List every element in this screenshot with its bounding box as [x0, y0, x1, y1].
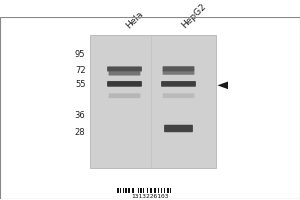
Bar [138, 188, 140, 193]
FancyBboxPatch shape [163, 70, 194, 75]
Bar [147, 188, 148, 193]
Polygon shape [218, 82, 228, 89]
FancyBboxPatch shape [107, 81, 142, 87]
Bar [167, 188, 169, 193]
Bar [117, 188, 119, 193]
FancyBboxPatch shape [161, 81, 196, 87]
Text: 36: 36 [75, 111, 86, 120]
Bar [125, 188, 127, 193]
FancyBboxPatch shape [163, 93, 194, 98]
Bar [128, 188, 130, 193]
Bar [151, 35, 152, 168]
Bar [140, 188, 142, 193]
Bar [154, 188, 156, 193]
Text: 72: 72 [75, 66, 86, 75]
Text: 55: 55 [75, 80, 86, 89]
Bar [164, 188, 165, 193]
FancyBboxPatch shape [164, 125, 193, 132]
Bar [90, 35, 216, 168]
Text: 95: 95 [75, 50, 86, 59]
Text: 28: 28 [75, 128, 86, 137]
Bar [161, 188, 162, 193]
FancyBboxPatch shape [107, 66, 142, 72]
Bar [120, 188, 122, 193]
Text: HepG2: HepG2 [180, 2, 208, 30]
Text: 1313226103: 1313226103 [131, 194, 169, 199]
Bar [132, 188, 134, 193]
FancyBboxPatch shape [109, 71, 140, 76]
Bar [158, 188, 159, 193]
Bar [123, 188, 124, 193]
FancyBboxPatch shape [163, 66, 194, 71]
Bar [143, 188, 144, 193]
FancyBboxPatch shape [109, 93, 140, 98]
Bar [150, 188, 151, 193]
Text: Hela: Hela [124, 9, 146, 30]
Bar [170, 188, 171, 193]
